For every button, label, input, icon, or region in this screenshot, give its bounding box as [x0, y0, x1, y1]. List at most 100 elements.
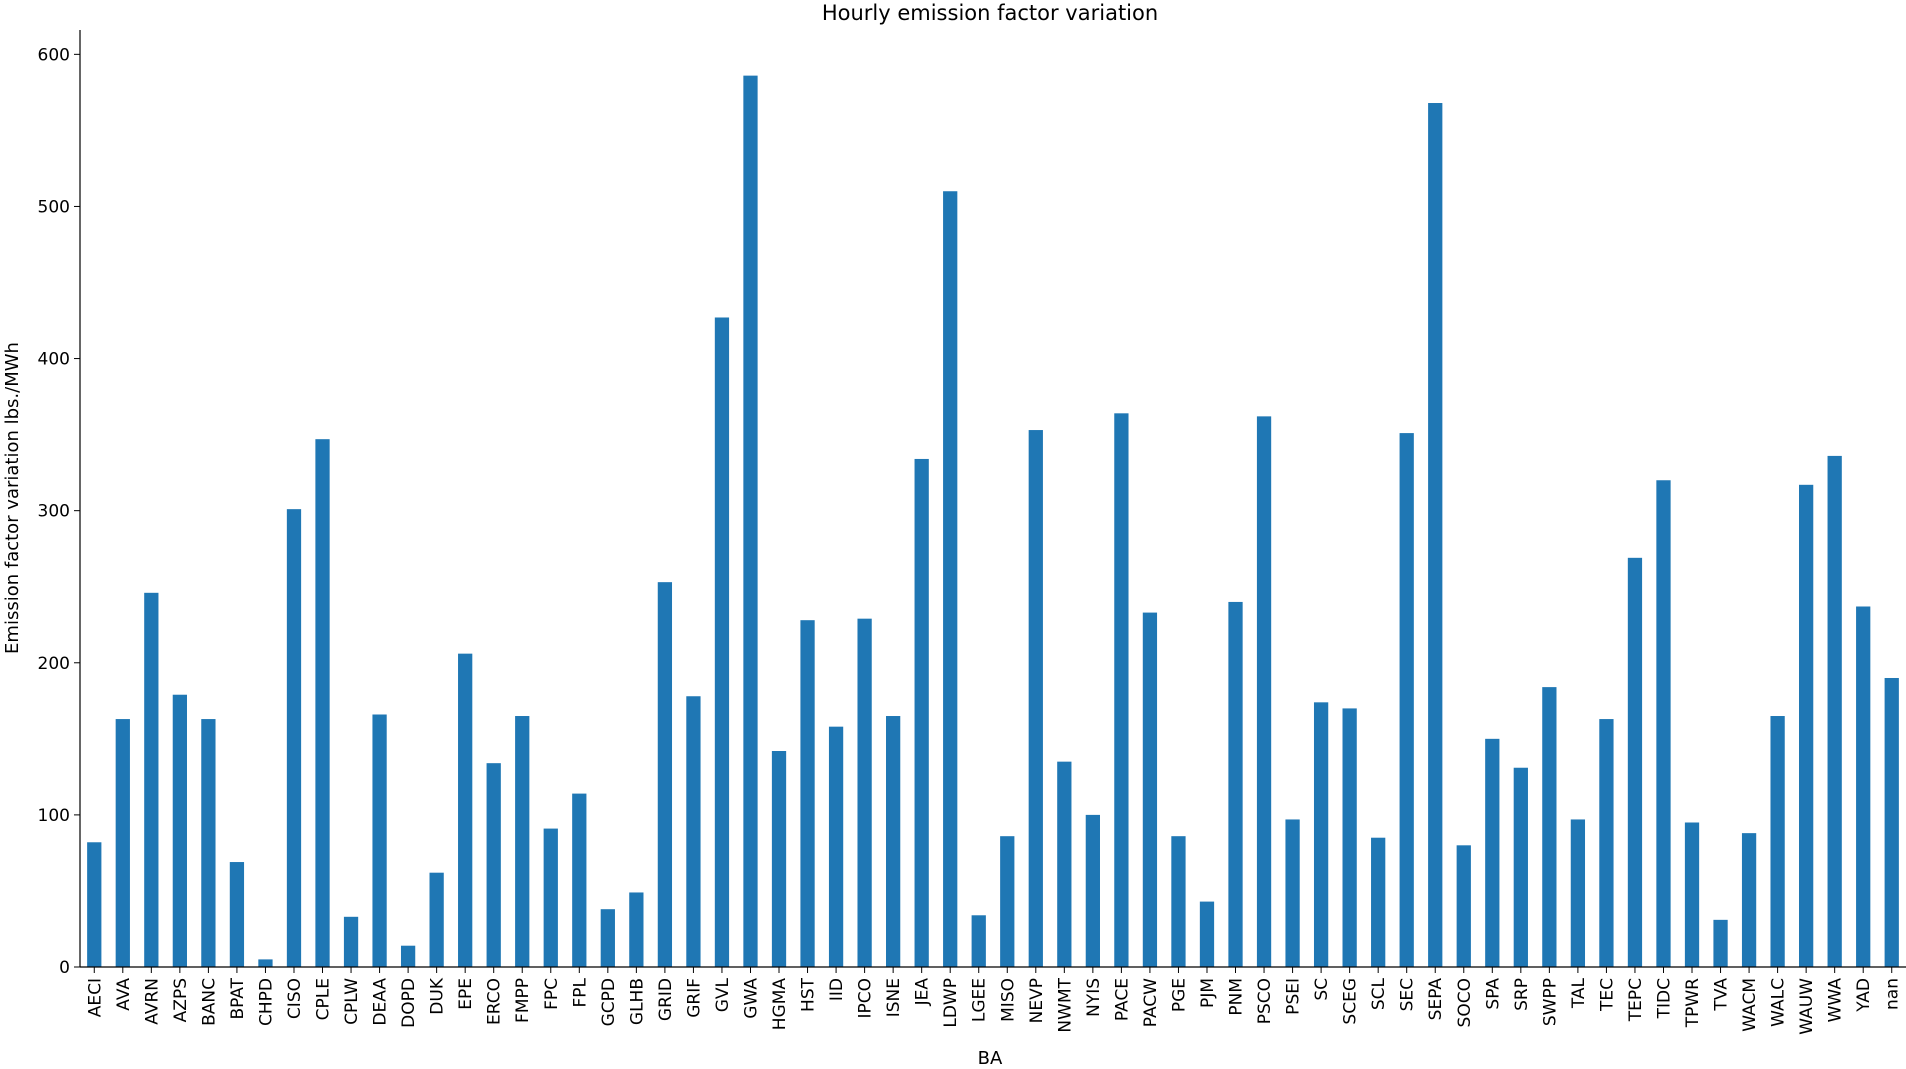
bar-CPLE [315, 439, 330, 967]
x-tick-label: GRIF [684, 978, 704, 1018]
x-tick-label: SRP [1512, 978, 1532, 1011]
bar-TPWR [1684, 822, 1700, 967]
x-tick-label: WACM [1740, 978, 1760, 1032]
bar-MISO [1000, 836, 1015, 967]
x-tick-label: FPL [570, 977, 590, 1007]
bar-SC [1313, 702, 1329, 967]
bar-IID [828, 726, 844, 967]
x-tick-label: SWPP [1540, 978, 1560, 1026]
bar-ERCO [486, 763, 501, 967]
x-tick-label: EPE [456, 978, 476, 1010]
x-tick-label: PACE [1112, 978, 1132, 1021]
bar-PACE [1114, 413, 1129, 967]
bar-GWA [743, 75, 758, 967]
x-tick-label: ERCO [485, 978, 505, 1025]
y-tick-label: 500 [38, 197, 70, 217]
x-tick-label: nan [1883, 978, 1903, 1010]
bar-NWMT [1057, 761, 1072, 967]
x-tick-label: TAL [1569, 977, 1589, 1009]
x-tick-label: TEPC [1626, 978, 1646, 1022]
x-tick-label: PGE [1169, 978, 1189, 1012]
bar-nan [1884, 677, 1899, 967]
bar-FPC [543, 828, 558, 967]
bar-ISNE [886, 716, 901, 967]
x-tick-label: PNM [1227, 978, 1247, 1016]
x-tick-label: PACW [1141, 978, 1161, 1027]
x-tick-label: AVA [114, 978, 134, 1011]
x-tick-label: WWA [1826, 978, 1846, 1023]
bar-SEPA [1428, 103, 1443, 967]
x-tick-label: NEVP [1027, 978, 1047, 1023]
x-tick-label: TEC [1597, 978, 1617, 1012]
x-tick-label: IID [827, 978, 847, 1001]
bar-WWA [1827, 455, 1842, 967]
x-axis-ticks: AECI AVA AVRN AZPS BANC BPAT CHPD CISO CPLE CPLW D… [85, 967, 1903, 1035]
x-tick-label: IPCO [856, 978, 876, 1019]
x-tick-label: JEA [913, 978, 933, 1007]
x-tick-label: ISNE [884, 978, 904, 1017]
x-tick-label: SC [1312, 978, 1332, 1001]
x-tick-label: SEPA [1426, 978, 1446, 1021]
x-tick-label: PSCO [1255, 978, 1275, 1024]
x-tick-label: HGMA [770, 978, 790, 1031]
x-tick-label: AECI [85, 978, 105, 1017]
x-tick-label: SCL [1369, 977, 1389, 1010]
bar-IPCO [857, 618, 872, 967]
x-tick-label: HST [799, 977, 819, 1012]
y-tick-label: 0 [59, 958, 70, 978]
y-tick-label: 600 [38, 45, 70, 65]
bar-NEVP [1028, 430, 1043, 968]
x-tick-label: BANC [199, 978, 219, 1026]
x-tick-label: DEAA [371, 978, 391, 1026]
y-tick-label: 200 [38, 654, 70, 674]
bar-WALC [1770, 716, 1785, 967]
x-tick-label: PSEI [1284, 978, 1304, 1015]
x-tick-label: GRID [656, 978, 676, 1021]
bar-CHPD [258, 959, 273, 967]
bar-SOCO [1456, 845, 1471, 967]
bar-JEA [914, 458, 929, 967]
x-tick-label: LDWP [941, 978, 961, 1028]
x-tick-label: CPLE [314, 978, 334, 1020]
x-tick-label: PJM [1198, 978, 1218, 1008]
bar-PACW [1142, 612, 1158, 967]
x-tick-label: CPLW [342, 978, 362, 1025]
y-tick-label: 400 [38, 350, 70, 370]
x-tick-label: NWMT [1055, 977, 1075, 1032]
bar-PGE [1171, 836, 1186, 967]
bar-PJM [1199, 901, 1215, 967]
x-tick-label: CHPD [256, 978, 276, 1026]
bar-FMPP [515, 716, 530, 967]
y-axis-label: Emission factor variation lbs./MWh [2, 342, 23, 654]
bar-DUK [429, 872, 444, 967]
x-tick-label: GWA [741, 978, 761, 1019]
x-tick-label: DUK [428, 977, 448, 1015]
x-tick-label: LGEE [970, 978, 990, 1022]
chart-title: Hourly emission factor variation [822, 1, 1158, 25]
bar-HST [800, 620, 815, 967]
bar-YAD [1856, 606, 1871, 967]
bar-BANC [201, 719, 216, 967]
x-axis-label: BA [978, 1048, 1003, 1069]
x-tick-label: MISO [998, 978, 1018, 1022]
x-tick-label: SPA [1483, 978, 1503, 1010]
x-tick-label: DOPD [399, 978, 419, 1028]
x-tick-label: FMPP [513, 978, 533, 1023]
y-tick-label: 100 [38, 806, 70, 826]
bar-HGMA [771, 751, 787, 967]
x-tick-label: CISO [285, 978, 305, 1019]
x-tick-label: TIDC [1654, 978, 1674, 1019]
bar-TIDC [1656, 480, 1671, 967]
bar-AVRN [144, 592, 159, 967]
bar-SPA [1485, 738, 1500, 967]
x-tick-label: GLHB [627, 978, 647, 1025]
x-tick-label: AZPS [171, 978, 191, 1022]
bar-TEC [1599, 719, 1614, 967]
bar-GLHB [629, 892, 644, 967]
bar-DOPD [400, 945, 416, 967]
bars-group [87, 75, 1899, 968]
bar-GRIF [686, 696, 701, 967]
bar-PSCO [1256, 416, 1272, 968]
bar-LDWP [943, 191, 958, 968]
